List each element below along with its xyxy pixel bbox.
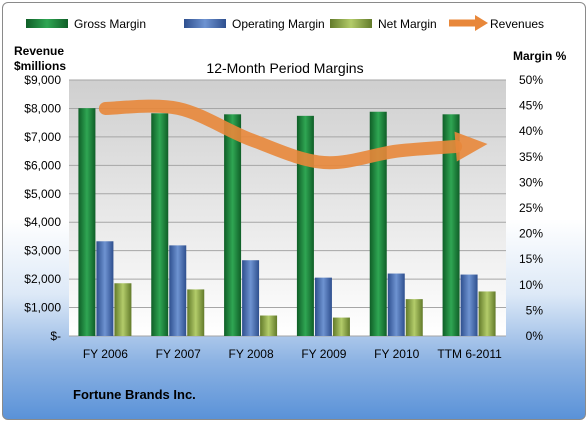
left-tick-label: $5,000 [24, 187, 61, 201]
bars [78, 108, 496, 336]
right-tick-label: 35% [519, 150, 543, 164]
right-tick-label: 10% [519, 278, 543, 292]
bar-gross-margin [296, 115, 314, 336]
bar-net-margin [260, 315, 278, 336]
chart-title: 12-Month Period Margins [206, 60, 363, 76]
legend-item-revenues: Revenues [449, 15, 544, 31]
bar-gross-margin [78, 108, 96, 336]
legend-item-gross-margin: Gross Margin [26, 17, 146, 31]
bar-operating-margin [314, 277, 332, 336]
right-tick-label: 30% [519, 175, 543, 189]
left-axis-title-line2: $millions [14, 59, 66, 73]
legend-swatch-operating-margin [184, 19, 226, 28]
right-axis: 0% 5% 10% 15% 20% 25% 30% 35% 40% 45% 50% [519, 73, 543, 343]
bar-gross-margin [224, 114, 242, 336]
legend-label-net-margin: Net Margin [378, 17, 437, 31]
x-tick-label: FY 2008 [229, 347, 274, 361]
right-tick-label: 15% [519, 252, 543, 266]
left-tick-label: $2,000 [24, 272, 61, 286]
left-tick-label: $9,000 [24, 73, 61, 87]
bar-operating-margin [460, 274, 478, 336]
right-tick-label: 5% [526, 303, 544, 317]
x-axis: FY 2006 FY 2007 FY 2008 FY 2009 FY 2010 TTM 6… [83, 347, 502, 361]
bar-net-margin [114, 283, 132, 336]
gridlines [69, 79, 506, 337]
bar-operating-margin [242, 260, 260, 336]
legend: Gross Margin Operating Margin Net Margin… [26, 15, 544, 31]
right-tick-label: 50% [519, 73, 543, 87]
left-tick-label: $1,000 [24, 301, 61, 315]
legend-item-net-margin: Net Margin [330, 17, 437, 31]
legend-label-gross-margin: Gross Margin [74, 17, 146, 31]
right-tick-label: 0% [526, 329, 544, 343]
plot-area [69, 80, 506, 336]
revenues-arrowhead [454, 131, 488, 162]
left-tick-label: $3,000 [24, 244, 61, 258]
right-tick-label: 20% [519, 227, 543, 241]
left-tick-label: $4,000 [24, 215, 61, 229]
x-tick-label: TTM 6-2011 [437, 347, 502, 361]
x-tick-label: FY 2009 [301, 347, 346, 361]
right-tick-label: 40% [519, 124, 543, 138]
legend-label-operating-margin: Operating Margin [232, 17, 325, 31]
bar-operating-margin [169, 245, 187, 336]
legend-swatch-net-margin [330, 19, 372, 28]
bar-gross-margin [442, 114, 460, 336]
bar-net-margin [187, 289, 205, 336]
left-tick-label: $- [50, 329, 61, 343]
margins-chart: Gross Margin Operating Margin Net Margin… [14, 15, 567, 402]
left-tick-label: $6,000 [24, 158, 61, 172]
left-tick-label: $8,000 [24, 101, 61, 115]
right-axis-title: Margin % [513, 49, 567, 63]
revenue-series [98, 99, 488, 170]
bar-gross-margin [369, 111, 387, 336]
left-axis-title-line1: Revenue [14, 44, 64, 58]
left-tick-label: $7,000 [24, 130, 61, 144]
bar-net-margin [478, 291, 496, 336]
right-tick-label: 45% [519, 99, 543, 113]
legend-item-operating-margin: Operating Margin [184, 17, 325, 31]
revenues-line [98, 99, 463, 170]
legend-swatch-gross-margin [26, 19, 68, 28]
x-tick-label: FY 2007 [156, 347, 201, 361]
bar-net-margin [405, 299, 423, 336]
company-name: Fortune Brands Inc. [73, 387, 196, 402]
legend-label-revenues: Revenues [490, 17, 544, 31]
bar-net-margin [332, 317, 350, 336]
bar-operating-margin [387, 273, 405, 336]
right-tick-label: 25% [519, 201, 543, 215]
bar-gross-margin [151, 113, 169, 336]
bar-operating-margin [96, 241, 114, 336]
left-axis: $- $1,000 $2,000 $3,000 $4,000 $5,000 $6,000 $7… [24, 73, 61, 343]
x-tick-label: FY 2010 [374, 347, 419, 361]
x-tick-label: FY 2006 [83, 347, 128, 361]
legend-arrowhead-revenues [475, 15, 488, 31]
